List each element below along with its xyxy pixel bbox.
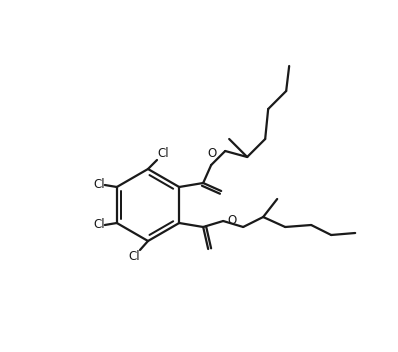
Text: O: O	[227, 214, 236, 227]
Text: Cl: Cl	[157, 147, 169, 160]
Text: O: O	[207, 147, 217, 160]
Text: Cl: Cl	[93, 219, 105, 232]
Text: Cl: Cl	[129, 250, 140, 263]
Text: Cl: Cl	[93, 178, 105, 191]
